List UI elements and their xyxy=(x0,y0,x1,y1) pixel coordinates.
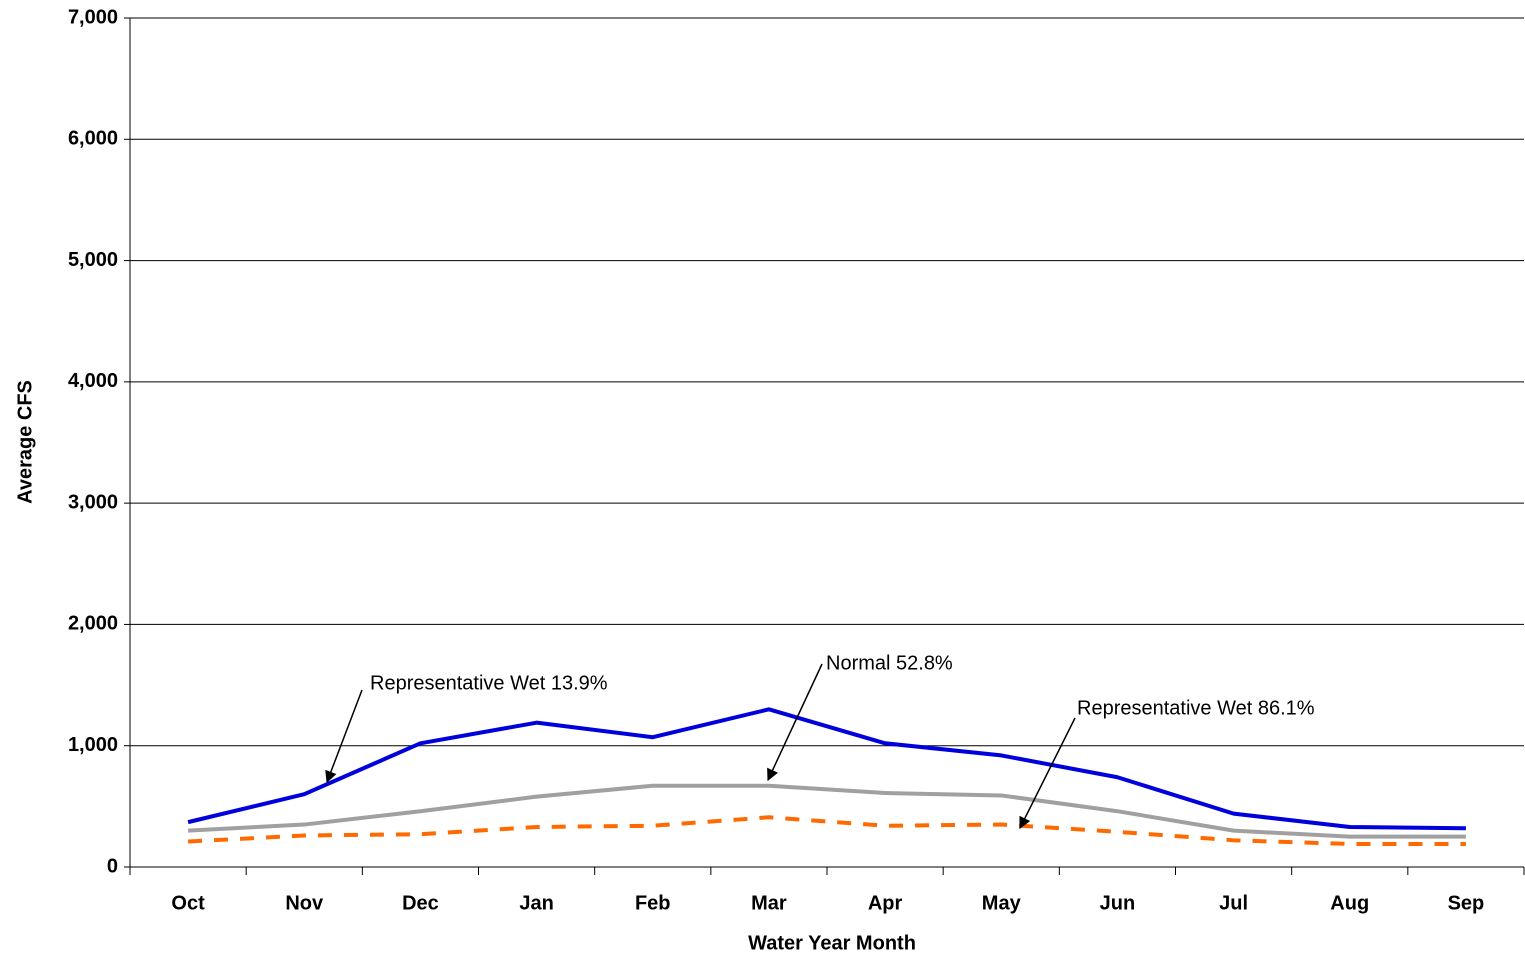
y-tick-label: 5,000 xyxy=(68,249,118,271)
x-tick-label: Mar xyxy=(751,892,787,914)
series-line xyxy=(187,815,1466,846)
y-tick-label: 0 xyxy=(107,855,118,877)
x-tick-label: Jan xyxy=(519,892,553,914)
y-tick-label: 2,000 xyxy=(68,613,118,635)
series-line xyxy=(187,783,1466,839)
x-tick-label: Sep xyxy=(1448,892,1485,914)
x-tick-label: Aug xyxy=(1330,892,1369,914)
y-tick-label: 7,000 xyxy=(68,6,118,28)
annotation-arrow xyxy=(325,689,363,784)
x-tick-label: Jul xyxy=(1219,892,1248,914)
annotation: Normal 52.8% xyxy=(826,652,953,674)
y-axis-title: Average CFS xyxy=(14,380,36,504)
series-line xyxy=(187,707,1466,831)
annotation: Representative Wet 86.1% xyxy=(1077,697,1315,719)
x-tick-label: Oct xyxy=(171,892,205,914)
x-axis-title: Water Year Month xyxy=(748,932,916,954)
annotation: Representative Wet 13.9% xyxy=(370,672,608,694)
y-tick-label: 6,000 xyxy=(68,128,118,150)
y-tick-label: 3,000 xyxy=(68,491,118,513)
x-tick-label: Apr xyxy=(868,892,903,914)
y-tick-label: 4,000 xyxy=(68,370,118,392)
annotation-arrow xyxy=(767,663,823,782)
x-tick-label: Dec xyxy=(402,892,439,914)
x-tick-label: Nov xyxy=(285,892,324,914)
x-tick-label: Feb xyxy=(635,892,671,914)
x-tick-label: Jun xyxy=(1100,892,1136,914)
annotation-arrow xyxy=(1019,717,1076,830)
x-tick-label: May xyxy=(982,892,1022,914)
y-tick-label: 1,000 xyxy=(68,734,118,756)
